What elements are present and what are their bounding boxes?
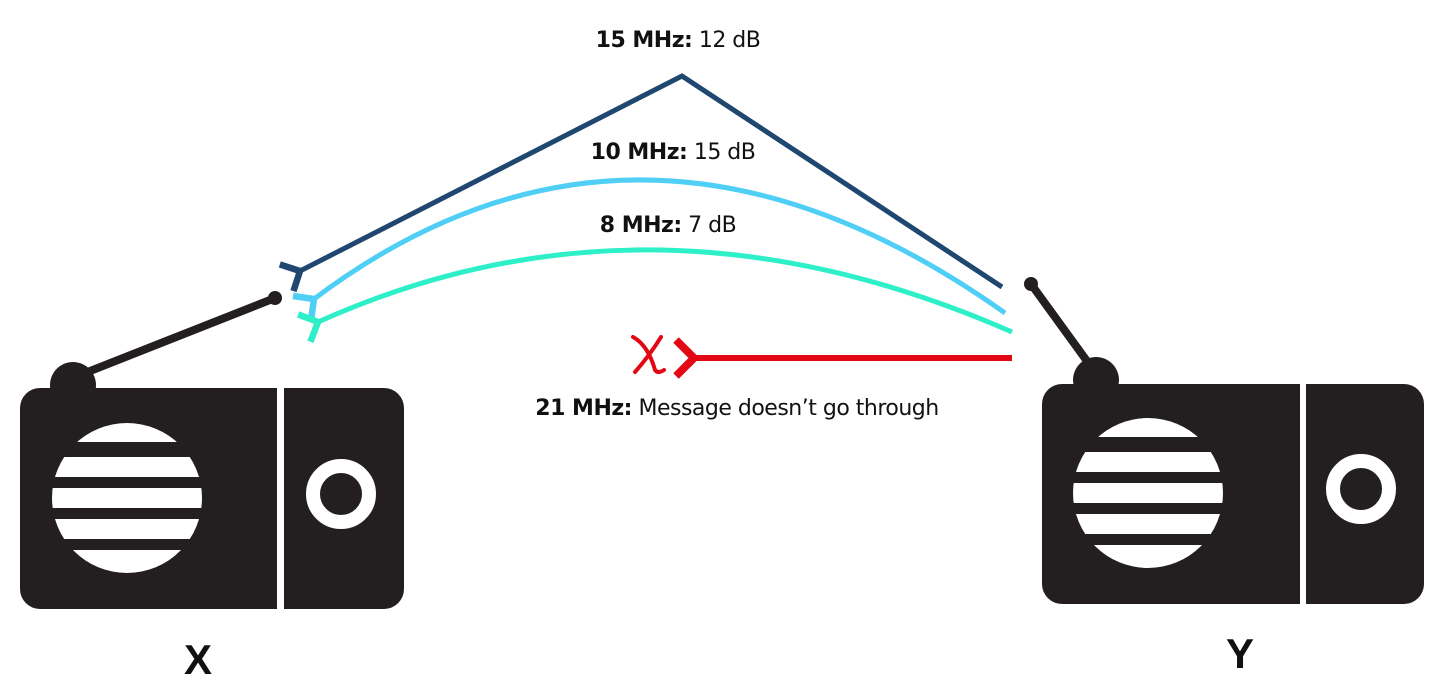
radio-y-icon	[1024, 277, 1424, 604]
label-10mhz: 10 MHz: 15 dB	[591, 140, 756, 165]
label-15mhz: 15 MHz: 12 dB	[596, 28, 761, 53]
radio-x-label: X	[183, 636, 213, 683]
label-21mhz-result: Message doesn’t go through	[638, 396, 939, 421]
label-10mhz-frequency: 10 MHz:	[590, 140, 688, 165]
label-15mhz-frequency: 15 MHz:	[595, 28, 693, 53]
label-10mhz-result: 15 dB	[693, 140, 756, 165]
x-mark-icon	[631, 335, 666, 374]
label-15mhz-result: 12 dB	[698, 28, 761, 53]
radio-y-label: Y	[1225, 630, 1255, 677]
label-8mhz: 8 MHz: 7 dB	[599, 213, 737, 238]
label-21mhz-frequency: 21 MHz:	[535, 396, 632, 421]
signal-8mhz-path	[297, 247, 1014, 343]
signal-15mhz-path	[278, 73, 1004, 293]
label-8mhz-result: 7 dB	[688, 213, 737, 238]
signal-10mhz-path	[292, 177, 1007, 321]
label-8mhz-frequency: 8 MHz:	[599, 213, 682, 238]
radio-x-icon	[20, 291, 404, 609]
label-21mhz: 21 MHz: Message doesn’t go through	[535, 396, 939, 421]
